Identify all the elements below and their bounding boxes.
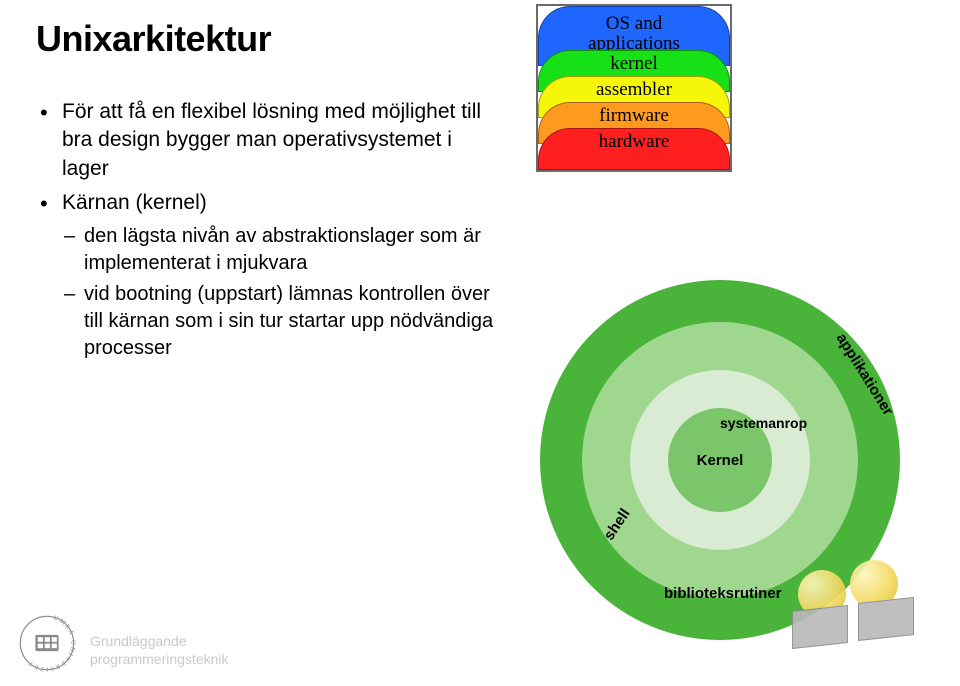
slide-title: Unixarkitektur <box>36 18 271 60</box>
layer-stack-diagram: OS and applicationskernelassemblerfirmwa… <box>536 4 732 172</box>
umea-university-logo: UMEÅ UNIVERSITET <box>18 614 76 672</box>
footer-line1: Grundläggande <box>90 633 229 651</box>
footer-line2: programmeringsteknik <box>90 651 229 669</box>
bullet-2b: vid bootning (uppstart) lämnas kontrolle… <box>36 281 496 362</box>
bullet-1: För att få en flexibel lösning med möjli… <box>36 98 496 183</box>
footer-text: Grundläggande programmeringsteknik <box>90 633 229 668</box>
decorative-3d-figures <box>798 550 918 650</box>
kernel-label: Kernel <box>697 452 744 469</box>
systemanrop-label: systemanrop <box>720 415 807 431</box>
bullet-list: För att få en flexibel lösning med möjli… <box>36 92 496 366</box>
biblioteksrutiner-label: biblioteksrutiner <box>664 585 782 602</box>
bullet-2: Kärnan (kernel) <box>36 189 496 217</box>
bullet-2a: den lägsta nivån av abstraktionslager so… <box>36 223 496 277</box>
stack-layer-hardware: hardware <box>538 128 730 170</box>
